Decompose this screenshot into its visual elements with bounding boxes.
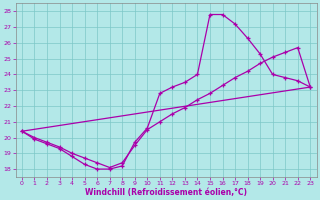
X-axis label: Windchill (Refroidissement éolien,°C): Windchill (Refroidissement éolien,°C) (85, 188, 247, 197)
